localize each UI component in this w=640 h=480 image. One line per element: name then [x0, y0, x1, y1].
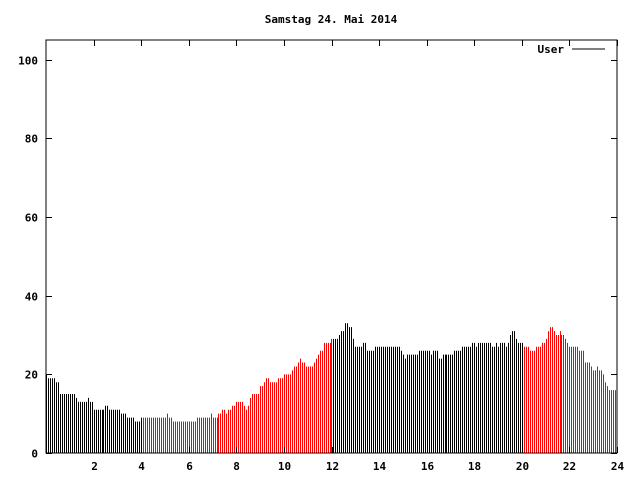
x-tick-label: 6: [186, 460, 193, 473]
x-tick-label: 16: [421, 460, 435, 473]
x-tick-label: 2: [91, 460, 98, 473]
y-tick-label: 20: [25, 369, 38, 382]
x-tick-label: 18: [468, 460, 481, 473]
x-tick-label: 24: [611, 460, 625, 473]
legend: User: [538, 43, 605, 56]
bars: [46, 323, 616, 453]
x-tick-label: 14: [373, 460, 387, 473]
x-tick-label: 20: [516, 460, 529, 473]
plot-border: [45, 39, 618, 454]
x-tick-label: 8: [233, 460, 240, 473]
y-tick-label: 80: [25, 133, 38, 146]
y-tick-label: 40: [25, 291, 38, 304]
legend-label-user: User: [538, 43, 565, 56]
x-tick-label: 10: [278, 460, 291, 473]
x-tick-label: 4: [138, 460, 145, 473]
y-tick-label: 100: [18, 55, 38, 68]
y-tick-label: 60: [25, 212, 38, 225]
x-tick-label: 22: [563, 460, 576, 473]
x-tick-label: 12: [326, 460, 339, 473]
y-tick-label: 0: [31, 448, 38, 461]
chart-title: Samstag 24. Mai 2014: [265, 13, 398, 26]
